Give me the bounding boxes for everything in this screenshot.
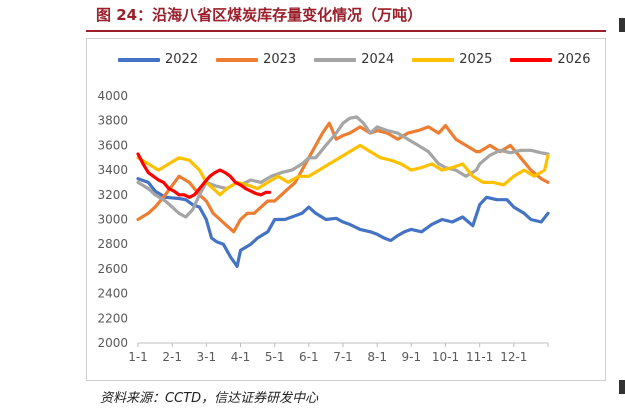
legend-label-2022: 2022 [165,52,199,67]
legend-label-2026: 2026 [557,52,591,67]
legend-swatch-2025 [412,57,455,62]
edge-marker-top [619,18,625,32]
legend-swatch-2024 [314,57,357,62]
x-tick-label: 7-1 [333,350,353,364]
x-tick-label: 1-1 [128,350,148,364]
title-rule [86,30,606,32]
y-tick-label: 3600 [97,138,128,152]
x-tick-label: 6-1 [299,350,319,364]
legend-item-2024: 2024 [314,52,394,67]
legend-label-2025: 2025 [459,52,493,67]
series-line-2022 [136,177,550,268]
legend-item-2023: 2023 [216,52,296,67]
y-tick-label: 4000 [97,89,128,103]
figure-source: 资料来源：CCTD，信达证券研发中心 [100,391,319,406]
x-tick-label: 10-1 [432,350,459,364]
y-tick-label: 2400 [97,287,128,301]
y-tick-label: 3800 [97,114,128,128]
series-line-2026 [136,152,272,199]
y-tick-label: 3400 [97,163,128,177]
legend-swatch-2023 [216,57,259,62]
y-tick-label: 2200 [97,311,128,325]
y-tick-label: 3200 [97,188,128,202]
chart-frame [86,38,606,381]
legend-item-2026: 2026 [510,52,590,67]
legend-label-2023: 2023 [263,52,297,67]
legend-swatch-2022 [118,57,160,62]
x-tick-label: 3-1 [197,350,217,364]
legend-item-2025: 2025 [412,52,492,67]
x-tick-label: 9-1 [402,350,422,364]
legend-item-2022: 2022 [118,52,198,67]
x-tick-label: 12-1 [500,350,527,364]
series-line-2023 [136,121,550,234]
legend-swatch-2026 [510,57,553,62]
x-tick-label: 11-1 [466,350,493,364]
legend-label-2024: 2024 [361,52,395,67]
x-tick-label: 8-1 [367,350,387,364]
edge-marker-bottom [619,380,625,394]
x-tick-label: 4-1 [231,350,251,364]
x-tick-label: 5-1 [265,350,285,364]
y-tick-label: 3000 [97,213,128,227]
figure-title: 图 24：沿海八省区煤炭库存量变化情况（万吨） [96,6,423,24]
y-tick-label: 2800 [97,237,128,251]
y-tick-label: 2600 [97,262,128,276]
chart-legend: 2022 2023 2024 2025 2026 [118,52,608,67]
y-tick-label: 2000 [97,336,128,350]
x-tick-label: 2-1 [162,350,182,364]
series-line-2024 [136,115,550,219]
